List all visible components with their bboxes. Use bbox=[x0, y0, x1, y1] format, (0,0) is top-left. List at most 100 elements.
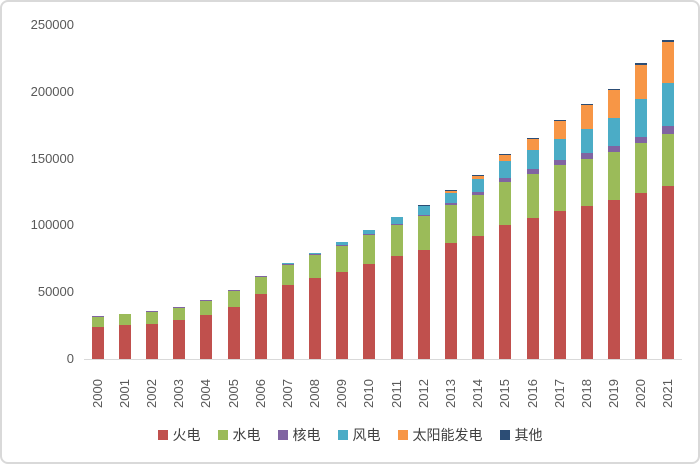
bar-segment bbox=[553, 165, 566, 212]
bar-segment bbox=[173, 306, 186, 308]
bar-segment bbox=[444, 205, 457, 243]
bar-segment bbox=[281, 263, 294, 264]
bar-segment bbox=[336, 242, 349, 245]
bar-segment bbox=[145, 311, 158, 313]
bar-segment bbox=[580, 206, 593, 359]
bar-segment bbox=[526, 169, 539, 174]
bar-segment bbox=[526, 173, 539, 219]
bar-segment bbox=[200, 300, 213, 301]
bar-segment bbox=[444, 191, 457, 194]
bar-segment bbox=[635, 192, 648, 359]
bar-2013 bbox=[444, 190, 457, 359]
x-tick-label: 2003 bbox=[171, 379, 187, 408]
bar-segment bbox=[281, 264, 294, 285]
bar-segment bbox=[608, 90, 621, 118]
bar-2002 bbox=[145, 311, 158, 359]
bar-segment bbox=[309, 254, 322, 256]
bar-segment bbox=[363, 233, 376, 236]
bar-segment bbox=[580, 105, 593, 129]
bar-segment bbox=[309, 255, 322, 279]
legend-swatch bbox=[499, 430, 510, 440]
bar-segment bbox=[91, 327, 104, 359]
x-tick-label: 2000 bbox=[89, 379, 105, 408]
bar-segment bbox=[227, 291, 240, 307]
bar-segment bbox=[662, 82, 675, 127]
bar-segment bbox=[118, 314, 131, 326]
y-tick-label: 100000 bbox=[30, 217, 74, 233]
bar-segment bbox=[635, 136, 648, 144]
legend-label: 核电 bbox=[292, 427, 321, 443]
plot-area bbox=[84, 25, 682, 360]
bar-segment bbox=[200, 300, 213, 315]
bar-segment bbox=[227, 306, 240, 359]
bar-segment bbox=[227, 290, 240, 292]
bar-segment bbox=[173, 307, 186, 321]
bar-segment bbox=[608, 200, 621, 359]
bar-segment bbox=[662, 185, 675, 359]
legend-item: 火电 bbox=[157, 425, 201, 445]
x-tick-label: 2013 bbox=[442, 379, 458, 408]
x-tick-label: 2018 bbox=[578, 379, 594, 408]
bar-segment bbox=[145, 323, 158, 359]
bar-segment bbox=[444, 193, 457, 204]
bar-segment bbox=[580, 159, 593, 207]
bar-segment bbox=[608, 145, 621, 153]
bar-segment bbox=[553, 211, 566, 359]
x-tick-label: 2004 bbox=[198, 379, 214, 408]
bar-segment bbox=[145, 312, 158, 324]
bar-2018 bbox=[580, 103, 593, 359]
bar-segment bbox=[444, 242, 457, 359]
legend-item: 太阳能发电 bbox=[397, 425, 483, 445]
bar-segment bbox=[254, 276, 267, 277]
bar-segment bbox=[526, 218, 539, 359]
legend-item: 核电 bbox=[277, 425, 321, 445]
legend-label: 风电 bbox=[352, 427, 381, 443]
bar-segment bbox=[608, 152, 621, 201]
x-tick-label: 2014 bbox=[470, 379, 486, 408]
legend-swatch bbox=[337, 430, 348, 440]
bar-segment bbox=[662, 126, 675, 134]
bar-2012 bbox=[417, 205, 430, 359]
bar-2010 bbox=[363, 229, 376, 359]
x-tick-label: 2017 bbox=[551, 379, 567, 408]
bar-segment bbox=[336, 245, 349, 273]
bar-2014 bbox=[472, 174, 485, 359]
bar-segment bbox=[363, 229, 376, 234]
bar-segment bbox=[580, 103, 593, 106]
bar-segment bbox=[390, 225, 403, 257]
x-tick-label: 2016 bbox=[524, 379, 540, 408]
x-tick-label: 2008 bbox=[307, 379, 323, 408]
x-tick-label: 2001 bbox=[116, 379, 132, 408]
legend-label: 水电 bbox=[232, 427, 261, 443]
y-tick-label: 50000 bbox=[37, 284, 74, 300]
bar-segment bbox=[281, 263, 294, 265]
legend-swatch bbox=[277, 430, 288, 440]
legend-label: 火电 bbox=[172, 427, 201, 443]
bar-2006 bbox=[254, 275, 267, 359]
x-tick-label: 2011 bbox=[388, 380, 404, 408]
x-tick-label: 2010 bbox=[361, 379, 377, 408]
bar-segment bbox=[635, 65, 648, 99]
bar-segment bbox=[608, 88, 621, 91]
bar-segment bbox=[553, 138, 566, 161]
bar-segment bbox=[472, 176, 485, 180]
bar-segment bbox=[553, 160, 566, 166]
bar-segment bbox=[499, 153, 512, 156]
bar-segment bbox=[444, 190, 457, 192]
x-tick-label: 2007 bbox=[279, 379, 295, 408]
bar-segment bbox=[200, 314, 213, 359]
bar-2009 bbox=[336, 242, 349, 359]
bar-segment bbox=[254, 276, 267, 295]
legend-item: 其他 bbox=[499, 425, 543, 445]
bar-segment bbox=[635, 98, 648, 137]
bar-segment bbox=[662, 39, 675, 42]
x-tick-label: 2002 bbox=[143, 379, 159, 408]
bar-segment bbox=[472, 179, 485, 193]
bar-segment bbox=[580, 128, 593, 154]
legend-item: 风电 bbox=[337, 425, 381, 445]
bar-2011 bbox=[390, 216, 403, 359]
x-tick-label: 2019 bbox=[606, 379, 622, 408]
bar-2008 bbox=[309, 253, 322, 359]
legend: 火电 水电 核电 风电 太阳能发电 其他 bbox=[2, 425, 698, 445]
